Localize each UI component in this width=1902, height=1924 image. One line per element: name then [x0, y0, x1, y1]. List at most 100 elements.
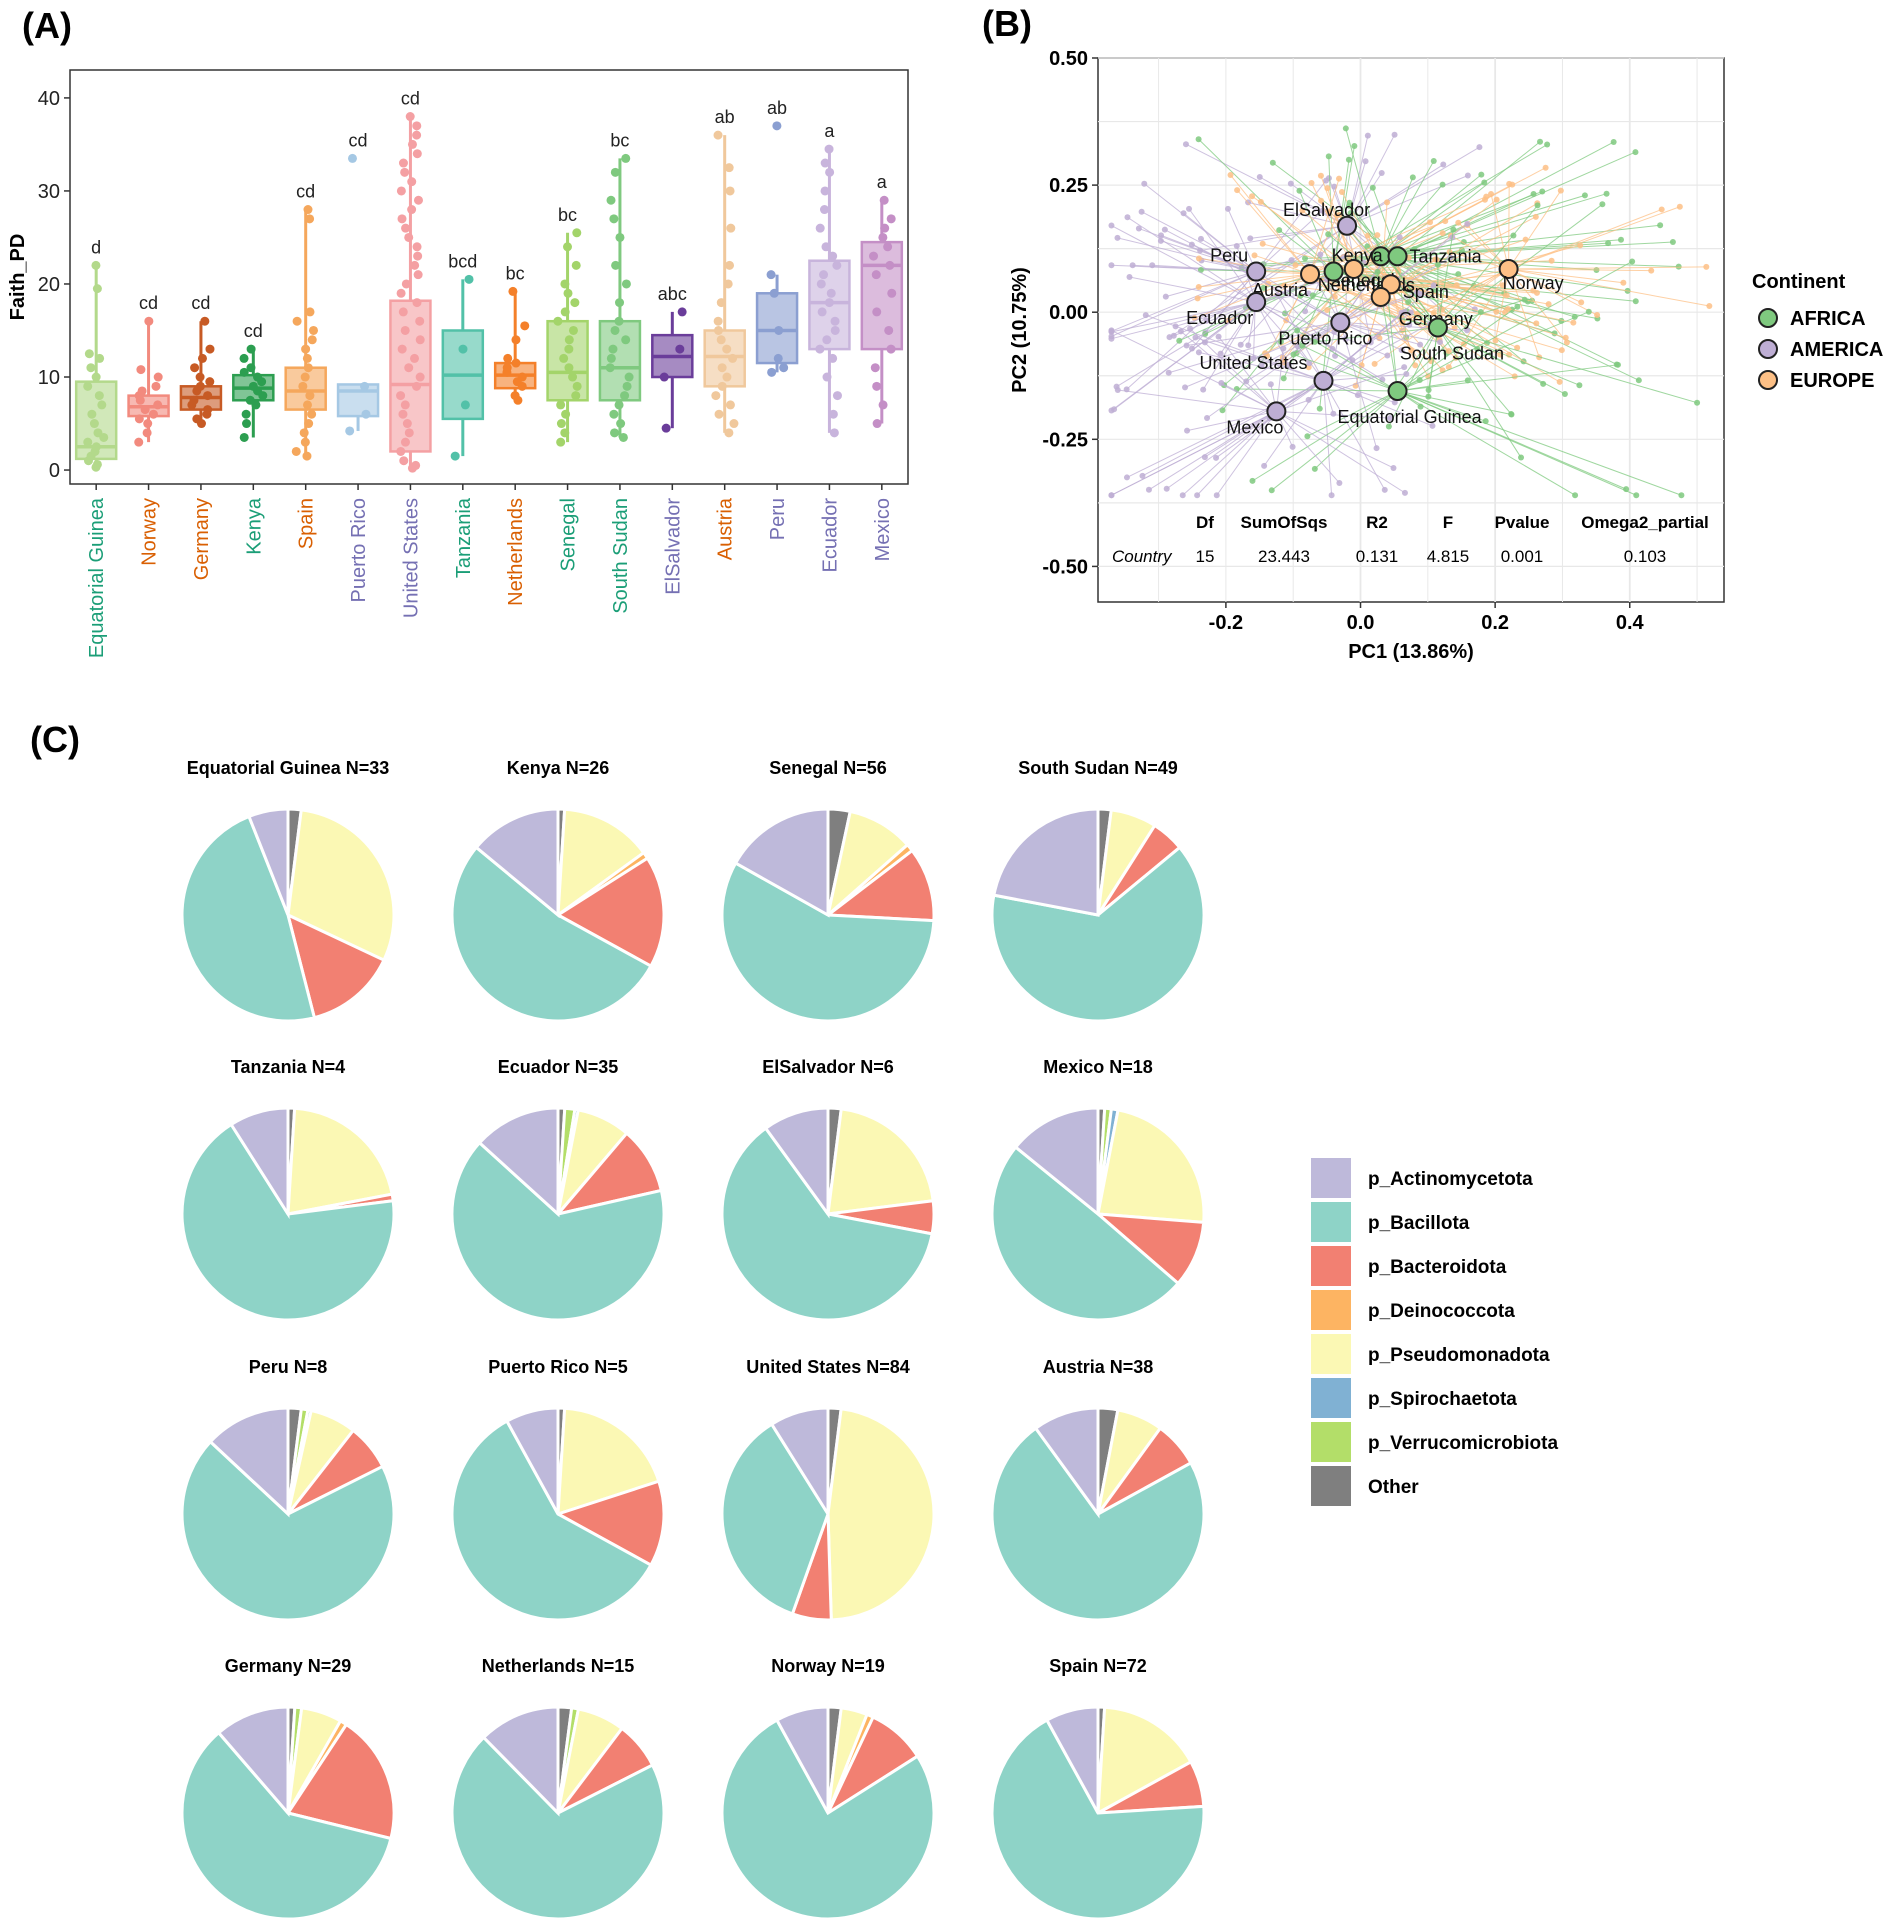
- data-point: [560, 279, 570, 289]
- pie-title: Norway N=19: [771, 1656, 885, 1676]
- sample-point: [1623, 486, 1630, 493]
- sample-point: [1381, 486, 1388, 493]
- data-point: [87, 409, 97, 419]
- spider-line: [1278, 229, 1334, 272]
- pie-chart: Germany N=29: [180, 1656, 396, 1921]
- data-point: [192, 414, 202, 424]
- sample-point: [1269, 159, 1276, 166]
- data-point: [134, 437, 144, 447]
- spider-line: [1168, 321, 1341, 374]
- data-point: [724, 163, 734, 173]
- data-point: [620, 391, 630, 401]
- legend-label: AFRICA: [1790, 308, 1866, 330]
- spider-line: [1111, 301, 1257, 333]
- sample-point: [1114, 234, 1121, 241]
- sample-point: [1577, 242, 1584, 249]
- sample-point: [1464, 327, 1471, 334]
- x-tick-label: United States: [400, 498, 422, 618]
- sample-point: [1374, 268, 1381, 275]
- sample-point: [1617, 236, 1624, 243]
- spider-line: [1252, 390, 1398, 482]
- pie-slice: [180, 1730, 393, 1921]
- sample-point: [1294, 327, 1301, 334]
- pie-slice: [1013, 1106, 1100, 1218]
- centroid-label: Kenya: [1332, 246, 1384, 266]
- spider-line: [1390, 273, 1514, 285]
- spider-line: [1390, 283, 1534, 292]
- pie-slice: [180, 1439, 396, 1622]
- data-point: [92, 284, 102, 294]
- sample-point: [1306, 360, 1313, 367]
- box-group: a Ecuador: [808, 121, 851, 573]
- sample-point: [1280, 345, 1287, 352]
- sample-point: [1493, 196, 1500, 203]
- data-point: [300, 372, 310, 382]
- x-tick-label: Kenya: [243, 497, 265, 555]
- data-point: [821, 242, 831, 252]
- sample-point: [1108, 492, 1115, 499]
- sample-point: [1182, 141, 1189, 148]
- box-group: ab Austria: [703, 107, 746, 560]
- spider-line: [1296, 330, 1398, 392]
- spider-line: [1333, 145, 1355, 272]
- permanova-value: 0.131: [1356, 547, 1399, 566]
- sample-point: [1434, 261, 1441, 268]
- legend-swatch: [1311, 1202, 1351, 1242]
- x-tick-label: Equatorial Guinea: [86, 497, 108, 658]
- pie-slice: [1096, 1108, 1206, 1225]
- pie-title: United States N=84: [746, 1357, 910, 1377]
- spider-line: [1380, 202, 1538, 298]
- pie-title: ElSalvador N=6: [762, 1057, 894, 1077]
- pie-slice: [554, 1479, 666, 1568]
- data-point: [511, 335, 521, 345]
- data-point: [605, 363, 615, 373]
- sample-point: [1129, 262, 1136, 269]
- pie-legend: p_Actinomycetota p_Bacillota p_Bacteroidot…: [1311, 1158, 1558, 1506]
- pie-slice: [286, 1106, 394, 1216]
- data-point: [610, 428, 620, 438]
- data-point: [661, 423, 671, 433]
- data-point: [137, 386, 147, 396]
- data-point: [769, 288, 779, 298]
- data-point: [870, 363, 880, 373]
- data-point: [241, 409, 251, 419]
- sample-point: [1290, 351, 1297, 358]
- permanova-header: SumOfSqs: [1241, 513, 1328, 532]
- data-point: [97, 400, 107, 410]
- sample-point: [1194, 492, 1201, 499]
- spider-line: [1353, 268, 1412, 351]
- spider-line: [1240, 225, 1348, 346]
- centroid-point: [1427, 317, 1448, 338]
- spider-line: [1275, 348, 1284, 412]
- sample-point: [1308, 180, 1315, 187]
- sample-point: [1324, 307, 1331, 314]
- sample-point: [1328, 492, 1335, 499]
- spider-line: [1186, 410, 1277, 432]
- sample-point: [1455, 271, 1462, 278]
- spider-line: [1490, 193, 1510, 270]
- data-point: [203, 391, 213, 401]
- spider-line: [1390, 283, 1503, 286]
- spider-line: [1126, 380, 1324, 478]
- sample-point: [1561, 390, 1568, 397]
- pie-slice: [450, 1140, 666, 1322]
- sample-point: [1289, 443, 1296, 450]
- sample-point: [1163, 485, 1170, 492]
- sample-point: [1299, 207, 1306, 214]
- spider-line: [1314, 390, 1398, 470]
- sample-point: [1585, 308, 1592, 315]
- sample-point: [1373, 445, 1380, 452]
- data-point: [91, 372, 101, 382]
- data-point: [415, 335, 425, 345]
- data-point: [713, 325, 723, 335]
- sample-point: [1458, 247, 1465, 254]
- spider-line: [1340, 223, 1468, 323]
- data-point: [563, 242, 573, 252]
- data-point: [766, 270, 776, 280]
- data-point: [397, 214, 407, 224]
- sample-point: [1398, 347, 1405, 354]
- data-point: [140, 405, 150, 415]
- sample-point: [1139, 472, 1146, 479]
- legend-label: p_Pseudomonadota: [1368, 1345, 1550, 1366]
- spider-line: [1309, 234, 1378, 275]
